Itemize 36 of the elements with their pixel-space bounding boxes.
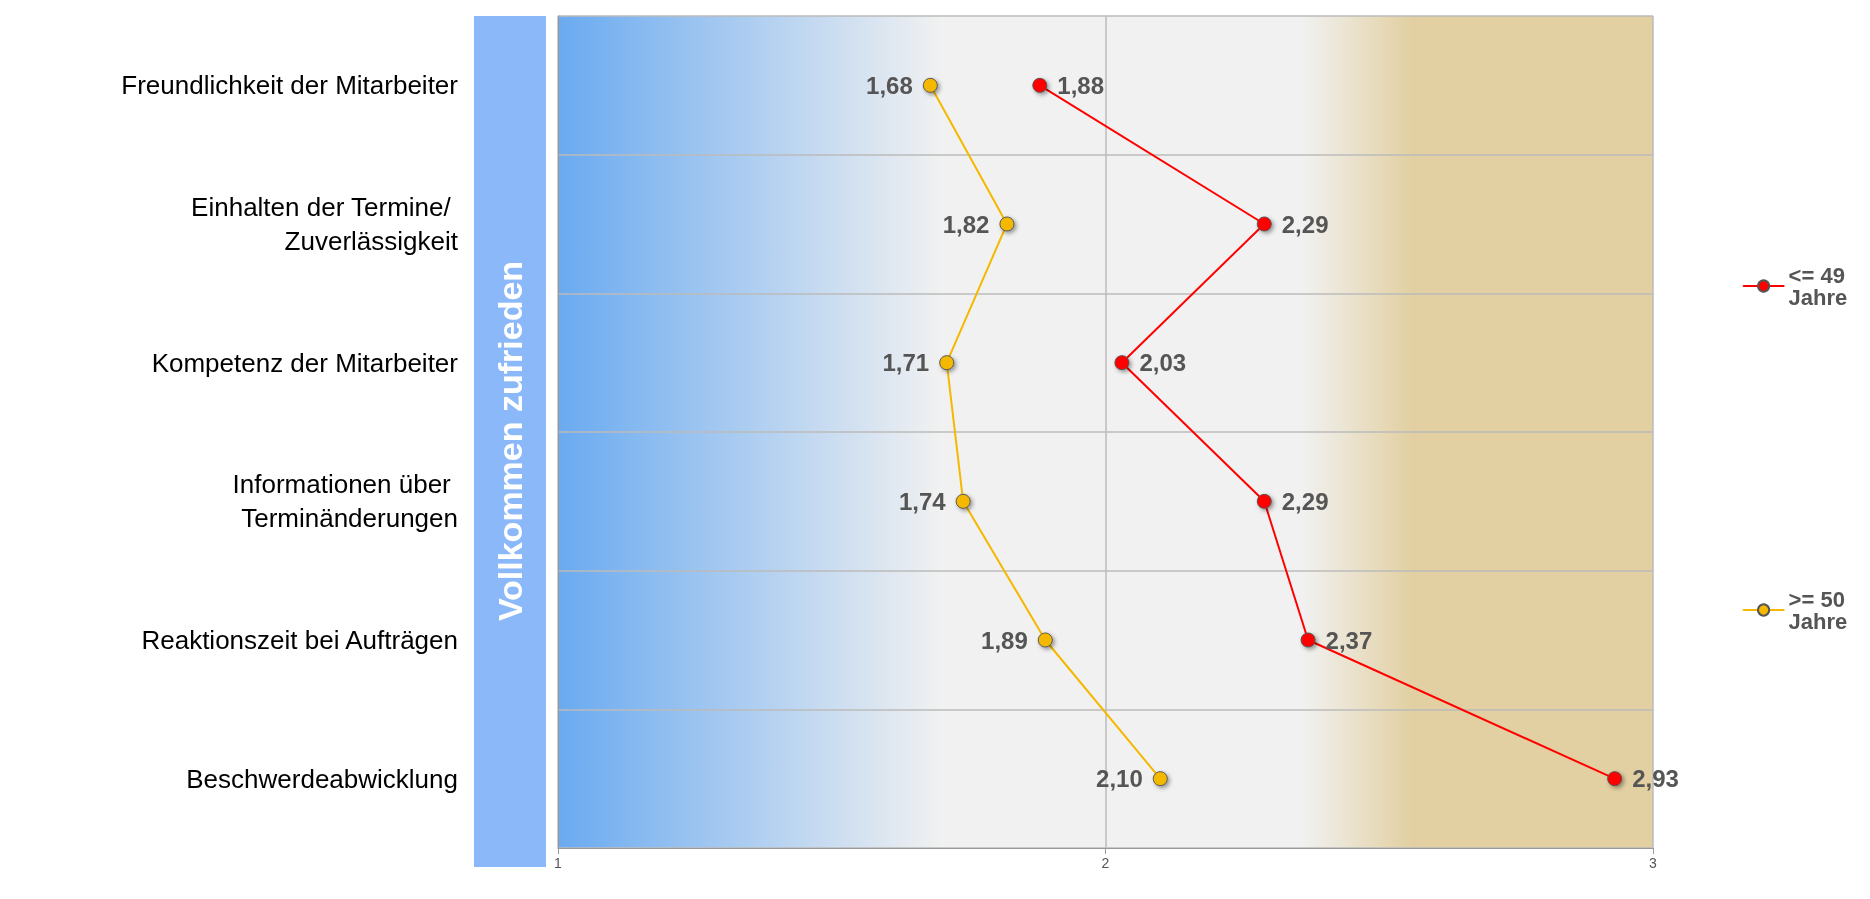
legend-label: >= 50 Jahre bbox=[1788, 586, 1851, 634]
point bbox=[1114, 355, 1130, 371]
data-label: 1,71 bbox=[882, 349, 930, 377]
point bbox=[1152, 771, 1168, 787]
text: Vollkommen zufrieden bbox=[491, 260, 529, 622]
data-label: 2,37 bbox=[1325, 626, 1373, 654]
point bbox=[922, 77, 938, 93]
data-label: 1,74 bbox=[898, 487, 947, 515]
point bbox=[1300, 632, 1316, 648]
y-tick-label: Informationen über Terminänderungen bbox=[232, 469, 458, 534]
data-label: 2,29 bbox=[1281, 210, 1329, 238]
x-tick-label: 2 bbox=[1101, 855, 1110, 871]
y-tick-label: Kompetenz der Mitarbeiter bbox=[151, 347, 459, 378]
x-tick-label: 1 bbox=[554, 855, 563, 871]
data-label: 1,89 bbox=[981, 626, 1028, 654]
point bbox=[1032, 77, 1048, 93]
point bbox=[1037, 632, 1053, 648]
y-tick-label: Einhalten der Termine/ Zuverlässigkeit bbox=[191, 192, 459, 256]
y-tick-label: Freundlichkeit der Mitarbeiter bbox=[121, 70, 459, 101]
point bbox=[999, 216, 1015, 232]
point bbox=[1256, 493, 1272, 509]
data-label: 2,03 bbox=[1139, 349, 1187, 377]
point bbox=[955, 493, 971, 509]
point bbox=[1607, 771, 1623, 787]
y-tick-label: Reaktionszeit bei Aufträgen bbox=[141, 625, 458, 655]
data-label: 2,10 bbox=[1096, 765, 1143, 793]
data-label: 2,29 bbox=[1281, 487, 1329, 515]
y-tick-label: Beschwerdeabwicklung bbox=[186, 763, 458, 794]
point bbox=[1256, 216, 1272, 232]
point bbox=[939, 355, 955, 371]
x-tick-label: 3 bbox=[1649, 855, 1658, 871]
data-label: 1,82 bbox=[942, 210, 990, 238]
data-label: 1,88 bbox=[1057, 71, 1105, 99]
data-label: 1,68 bbox=[866, 71, 913, 99]
data-label: 2,93 bbox=[1632, 765, 1679, 793]
legend-label: <= 49 Jahre bbox=[1788, 262, 1851, 310]
